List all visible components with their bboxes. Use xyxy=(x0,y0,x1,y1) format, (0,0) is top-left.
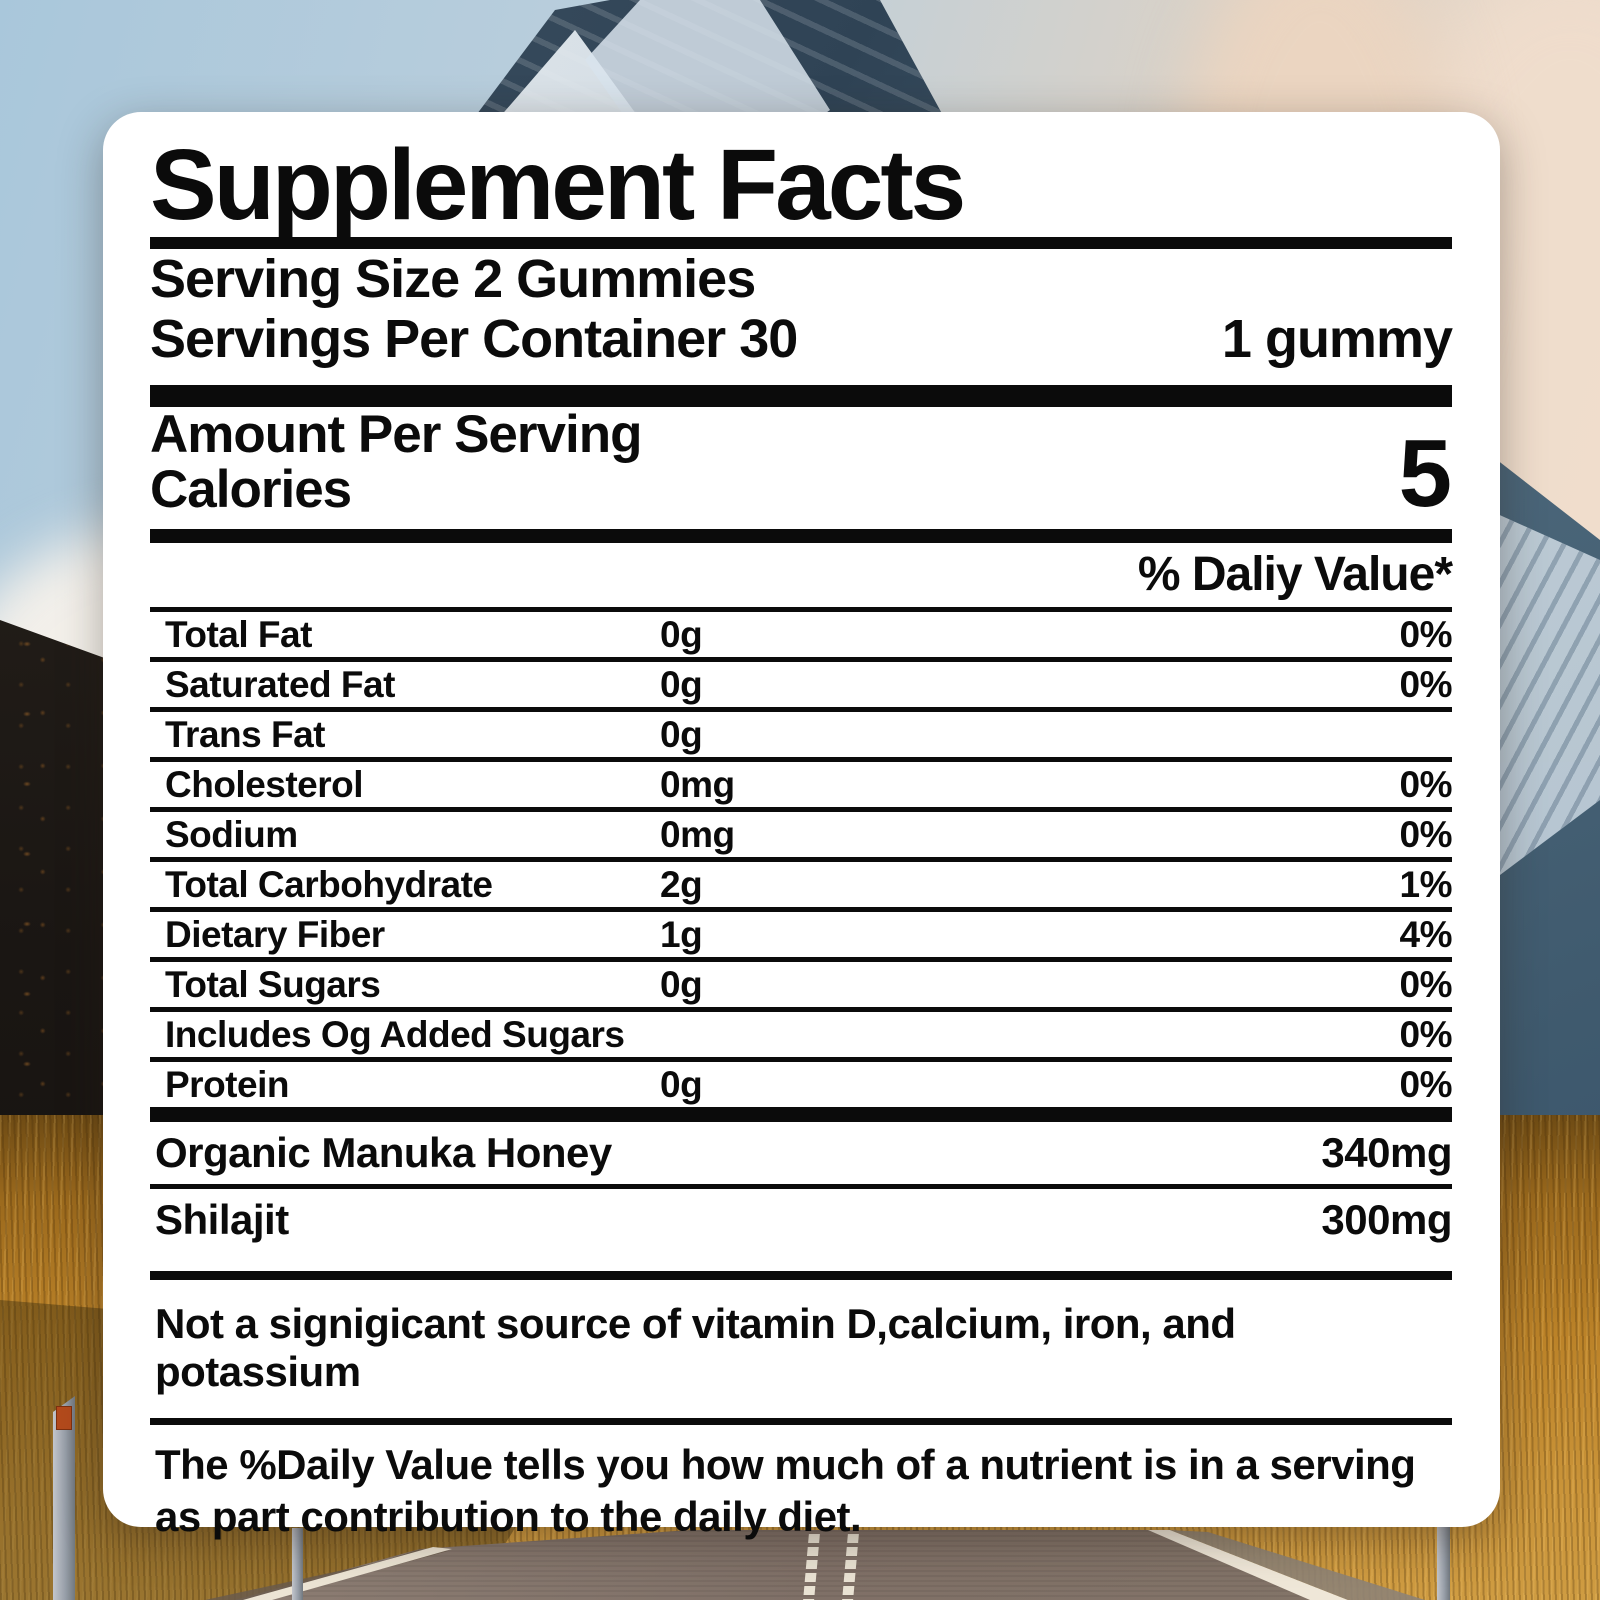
nutrient-amount: 0g xyxy=(660,613,703,655)
servings-per-container: Servings Per Container 30 xyxy=(150,309,798,369)
ingredient-amount: 300mg xyxy=(1321,1196,1452,1243)
nutrient-name: Trans Fat xyxy=(165,713,326,755)
table-row: Includes Og Added Sugars 0% xyxy=(150,1007,1453,1057)
supplement-facts-card: Supplement Facts Serving Size 2 Gummies … xyxy=(103,112,1500,1540)
nutrient-name: Sodium xyxy=(165,813,298,855)
nutrient-name: Total Carbohydrate xyxy=(165,863,493,905)
ingredient-name: Shilajit xyxy=(155,1196,289,1243)
active-ingredient-row: Shilajit 300mg xyxy=(150,1189,1452,1251)
marker-post-left xyxy=(53,1396,75,1600)
serving-unit: 1 gummy xyxy=(1221,309,1453,369)
nutrient-name: Protein xyxy=(165,1063,289,1105)
post-reflector xyxy=(56,1406,72,1430)
page-title: Supplement Facts xyxy=(150,129,966,241)
nutrient-dv: 0% xyxy=(1399,963,1453,1005)
nutrient-dv: 0% xyxy=(1399,813,1453,855)
footnote-line-2: as part contribution to the daily diet. xyxy=(155,1493,862,1540)
active-ingredient-row: Organic Manuka Honey 340mg xyxy=(150,1122,1452,1184)
table-row: Total Carbohydrate 2g 1% xyxy=(150,857,1453,907)
table-row: Saturated Fat 0g 0% xyxy=(150,657,1453,707)
serving-size: Serving Size 2 Gummies xyxy=(150,249,756,309)
nutrient-amount: 0g xyxy=(660,713,703,755)
nutrient-dv: 0% xyxy=(1399,613,1453,655)
nutrient-amount: 0mg xyxy=(660,763,735,805)
table-row: Total Fat 0g 0% xyxy=(150,607,1453,657)
nutrient-amount: 1g xyxy=(660,913,703,955)
nutrient-amount: 0g xyxy=(660,963,703,1005)
ingredient-name: Organic Manuka Honey xyxy=(155,1129,612,1176)
daily-value-header: % Daliy Value* xyxy=(1137,548,1453,601)
nutrient-dv: 0% xyxy=(1399,1013,1453,1055)
divider-above-actives xyxy=(150,1107,1452,1122)
nutrient-name: Cholesterol xyxy=(165,763,364,805)
divider-below-actives xyxy=(150,1271,1452,1280)
nutrient-dv: 4% xyxy=(1399,913,1453,955)
divider-above-footnote xyxy=(150,1418,1452,1425)
nutrient-dv: 0% xyxy=(1399,1063,1453,1105)
table-row: Trans Fat 0g xyxy=(150,707,1452,757)
table-row: Sodium 0mg 0% xyxy=(150,807,1453,857)
nutrient-amount: 0mg xyxy=(660,813,735,855)
footnote-line-1: The %Daily Value tells you how much of a… xyxy=(155,1441,1416,1488)
nutrient-table: Total Fat 0g 0% Saturated Fat 0g 0% Tran… xyxy=(150,607,1453,1107)
table-row: Dietary Fiber 1g 4% xyxy=(150,907,1453,957)
nutrient-name: Total Fat xyxy=(165,613,312,655)
not-significant-note: Not a signigicant source of vitamin D,ca… xyxy=(155,1300,1236,1395)
calories-label: Calories xyxy=(150,460,352,519)
table-row: Total Sugars 0g 0% xyxy=(150,957,1453,1007)
amount-per-serving-label: Amount Per Serving xyxy=(150,405,642,464)
nutrient-amount: 2g xyxy=(660,863,703,905)
divider-thick xyxy=(150,385,1452,407)
table-row: Cholesterol 0mg 0% xyxy=(150,757,1453,807)
divider-under-title xyxy=(150,237,1452,249)
nutrient-dv: 1% xyxy=(1399,863,1453,905)
divider-thin xyxy=(150,1184,1452,1189)
nutrient-dv: 0% xyxy=(1399,763,1453,805)
nutrient-dv: 0% xyxy=(1399,663,1453,705)
nutrient-name: Dietary Fiber xyxy=(165,913,385,955)
ingredient-amount: 340mg xyxy=(1321,1129,1452,1176)
daily-value-footnote: The %Daily Value tells you how much of a… xyxy=(150,1439,1452,1543)
nutrient-name: Saturated Fat xyxy=(165,663,395,705)
calories-block: Amount Per Serving Calories 5 xyxy=(150,405,1452,527)
servings-per-container-row: Servings Per Container 30 1 gummy xyxy=(150,309,1453,369)
table-row: Protein 0g 0% xyxy=(150,1057,1453,1107)
marker-post-center xyxy=(292,1528,303,1600)
calories-value: 5 xyxy=(1398,420,1452,527)
nutrient-amount: 0g xyxy=(660,663,703,705)
divider-medium xyxy=(150,529,1452,543)
nutrient-amount: 0g xyxy=(660,1063,703,1105)
nutrient-name: Includes Og Added Sugars xyxy=(165,1013,625,1055)
nutrient-name: Total Sugars xyxy=(165,963,381,1005)
